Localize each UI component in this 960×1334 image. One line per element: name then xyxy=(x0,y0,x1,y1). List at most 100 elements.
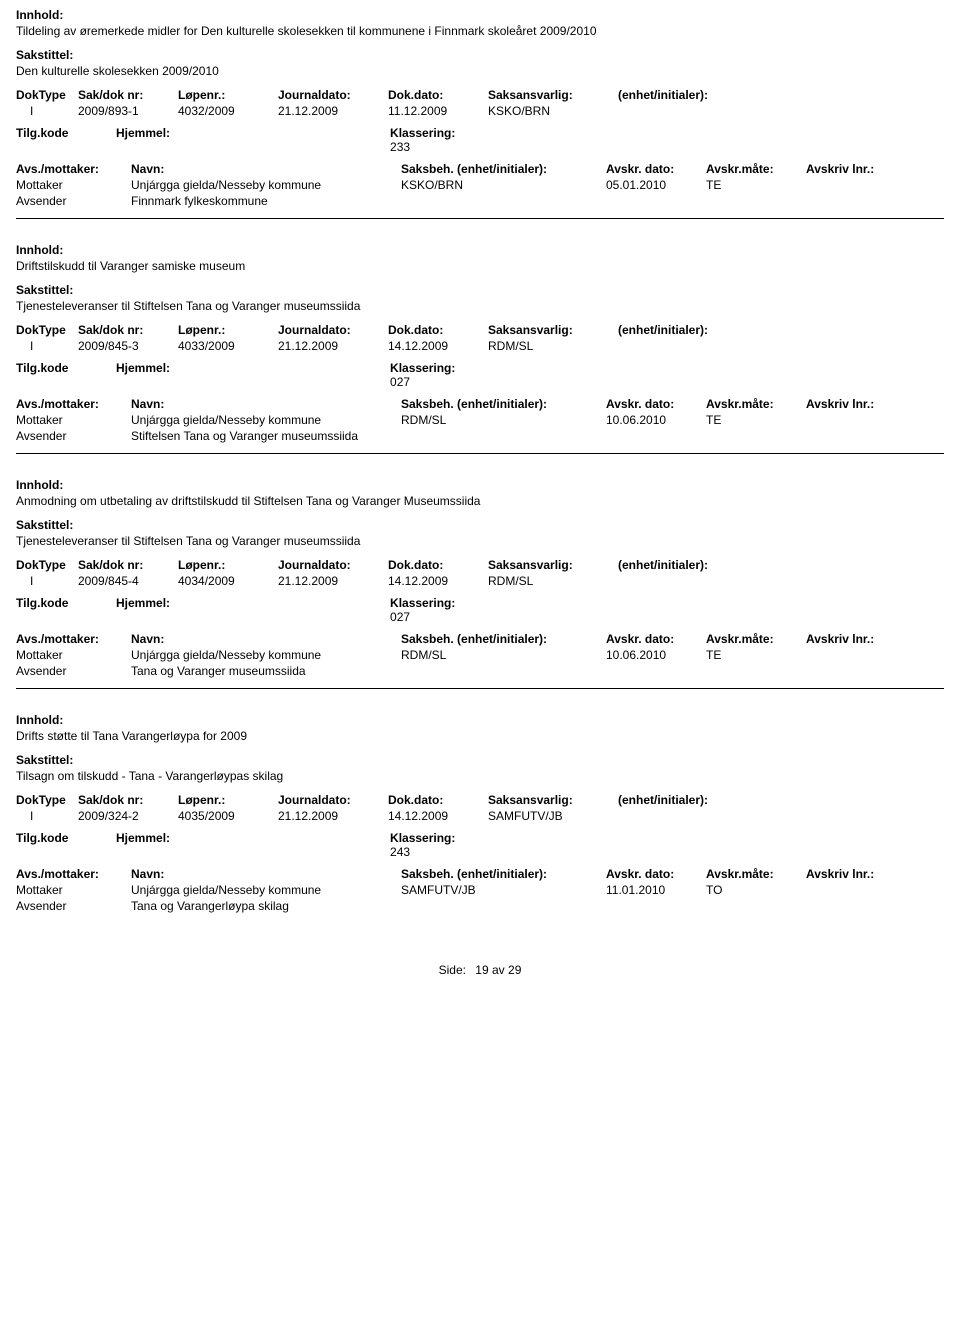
sakdoknr-header: Sak/dok nr: xyxy=(78,88,178,102)
participants-header: Avs./mottaker: Navn: Saksbeh. (enhet/ini… xyxy=(16,867,944,881)
dokdato-header: Dok.dato: xyxy=(388,88,488,102)
participant-avskrdato xyxy=(606,194,706,208)
participant-avskrivlnr xyxy=(806,429,906,443)
klassering-label: Klassering: xyxy=(390,126,455,140)
saksbeh-header: Saksbeh. (enhet/initialer): xyxy=(401,632,606,646)
participant-avskrdato: 10.06.2010 xyxy=(606,648,706,662)
klassering-value: 027 xyxy=(390,375,455,389)
record: Innhold: Driftstilskudd til Varanger sam… xyxy=(16,243,944,454)
journaldato-value: 21.12.2009 xyxy=(278,809,388,823)
sakstittel-text: Tjenesteleveranser til Stiftelsen Tana o… xyxy=(16,534,944,548)
participant-row: Avsender Tana og Varanger museumssiida xyxy=(16,664,944,678)
saksansvarlig-header: Saksansvarlig: xyxy=(488,88,618,102)
participant-role: Avsender xyxy=(16,429,131,443)
participant-name: Unjárgga gielda/Nesseby kommune xyxy=(131,883,401,897)
avskrivlnr-header: Avskriv lnr.: xyxy=(806,162,906,176)
doktype-value: I xyxy=(16,574,78,588)
doc-header-row: DokType Sak/dok nr: Løpenr.: Journaldato… xyxy=(16,88,944,102)
participant-avskrdato: 05.01.2010 xyxy=(606,178,706,192)
klassering-value: 243 xyxy=(390,845,455,859)
sakdoknr-header: Sak/dok nr: xyxy=(78,558,178,572)
tilgkode-header: Tilg.kode xyxy=(16,596,116,610)
participant-name: Tana og Varanger museumssiida xyxy=(131,664,401,678)
participants-header: Avs./mottaker: Navn: Saksbeh. (enhet/ini… xyxy=(16,162,944,176)
saksansvarlig-header: Saksansvarlig: xyxy=(488,793,618,807)
sakstittel-text: Tjenesteleveranser til Stiftelsen Tana o… xyxy=(16,299,944,313)
navn-header: Navn: xyxy=(131,867,401,881)
participant-role: Avsender xyxy=(16,194,131,208)
tilg-hjemmel-row: Tilg.kode Hjemmel: xyxy=(16,596,170,610)
enhetinitialer-value xyxy=(618,339,768,353)
page-current: 19 xyxy=(475,963,488,977)
tilg-hjemmel-row: Tilg.kode Hjemmel: xyxy=(16,126,170,140)
saksansvarlig-value: RDM/SL xyxy=(488,574,618,588)
participant-row: Mottaker Unjárgga gielda/Nesseby kommune… xyxy=(16,648,944,662)
doktype-value: I xyxy=(16,809,78,823)
sakdoknr-header: Sak/dok nr: xyxy=(78,793,178,807)
tilg-hjemmel-row: Tilg.kode Hjemmel: xyxy=(16,361,170,375)
participant-avskrmate: TE xyxy=(706,178,806,192)
innhold-text: Drifts støtte til Tana Varangerløypa for… xyxy=(16,729,944,743)
participant-name: Unjárgga gielda/Nesseby kommune xyxy=(131,178,401,192)
avsmottaker-header: Avs./mottaker: xyxy=(16,867,131,881)
saksansvarlig-value: KSKO/BRN xyxy=(488,104,618,118)
participant-row: Avsender Finnmark fylkeskommune xyxy=(16,194,944,208)
doc-header-row: DokType Sak/dok nr: Løpenr.: Journaldato… xyxy=(16,323,944,337)
doktype-header: DokType xyxy=(16,793,78,807)
participant-row: Avsender Stiftelsen Tana og Varanger mus… xyxy=(16,429,944,443)
participant-name: Unjárgga gielda/Nesseby kommune xyxy=(131,648,401,662)
participant-role: Avsender xyxy=(16,664,131,678)
doc-header-row: DokType Sak/dok nr: Løpenr.: Journaldato… xyxy=(16,558,944,572)
dokdato-header: Dok.dato: xyxy=(388,793,488,807)
saksbeh-header: Saksbeh. (enhet/initialer): xyxy=(401,867,606,881)
participant-role: Mottaker xyxy=(16,178,131,192)
participant-avskrivlnr xyxy=(806,883,906,897)
avskrmate-header: Avskr.måte: xyxy=(706,397,806,411)
participant-avskrdato xyxy=(606,899,706,913)
sakstittel-text: Den kulturelle skolesekken 2009/2010 xyxy=(16,64,944,78)
participant-row: Mottaker Unjárgga gielda/Nesseby kommune… xyxy=(16,413,944,427)
innhold-label: Innhold: xyxy=(16,243,944,257)
sakdoknr-value: 2009/324-2 xyxy=(78,809,178,823)
enhetinitialer-value xyxy=(618,809,768,823)
lopenr-value: 4032/2009 xyxy=(178,104,278,118)
participant-row: Mottaker Unjárgga gielda/Nesseby kommune… xyxy=(16,178,944,192)
avskrdato-header: Avskr. dato: xyxy=(606,397,706,411)
record: Innhold: Anmodning om utbetaling av drif… xyxy=(16,478,944,689)
participant-saksbeh xyxy=(401,664,606,678)
page-total: 29 xyxy=(508,963,521,977)
doc-header-row: DokType Sak/dok nr: Løpenr.: Journaldato… xyxy=(16,793,944,807)
participant-avskrivlnr xyxy=(806,648,906,662)
avskrdato-header: Avskr. dato: xyxy=(606,867,706,881)
participant-row: Avsender Tana og Varangerløypa skilag xyxy=(16,899,944,913)
saksbeh-header: Saksbeh. (enhet/initialer): xyxy=(401,397,606,411)
doktype-header: DokType xyxy=(16,558,78,572)
sakstittel-label: Sakstittel: xyxy=(16,753,944,767)
participant-saksbeh: RDM/SL xyxy=(401,648,606,662)
dokdato-header: Dok.dato: xyxy=(388,323,488,337)
innhold-label: Innhold: xyxy=(16,8,944,22)
innhold-label: Innhold: xyxy=(16,713,944,727)
participant-avskrivlnr xyxy=(806,178,906,192)
lopenr-header: Løpenr.: xyxy=(178,793,278,807)
sakstittel-label: Sakstittel: xyxy=(16,283,944,297)
navn-header: Navn: xyxy=(131,397,401,411)
klassering-label: Klassering: xyxy=(390,831,455,845)
journaldato-header: Journaldato: xyxy=(278,323,388,337)
participant-avskrmate xyxy=(706,429,806,443)
journaldato-header: Journaldato: xyxy=(278,793,388,807)
avskrivlnr-header: Avskriv lnr.: xyxy=(806,632,906,646)
enhetinitialer-header: (enhet/initialer): xyxy=(618,323,768,337)
klassering-value: 027 xyxy=(390,610,455,624)
participant-avskrdato: 11.01.2010 xyxy=(606,883,706,897)
doc-data-row: I 2009/845-3 4033/2009 21.12.2009 14.12.… xyxy=(16,339,944,353)
enhetinitialer-header: (enhet/initialer): xyxy=(618,793,768,807)
journaldato-header: Journaldato: xyxy=(278,558,388,572)
journaldato-value: 21.12.2009 xyxy=(278,104,388,118)
hjemmel-header: Hjemmel: xyxy=(116,126,170,140)
saksansvarlig-value: SAMFUTV/JB xyxy=(488,809,618,823)
avskrivlnr-header: Avskriv lnr.: xyxy=(806,867,906,881)
participant-name: Stiftelsen Tana og Varanger museumssiida xyxy=(131,429,401,443)
enhetinitialer-value xyxy=(618,104,768,118)
hjemmel-header: Hjemmel: xyxy=(116,361,170,375)
